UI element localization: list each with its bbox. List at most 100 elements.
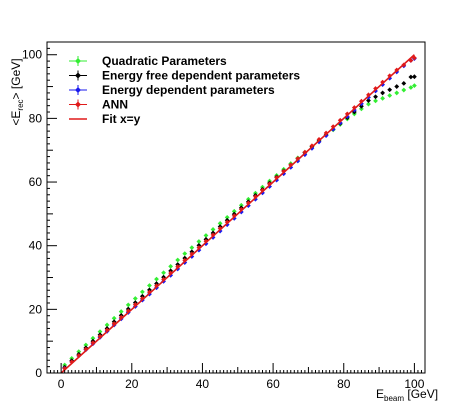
y-axis-title-post: > [GeV] — [9, 58, 23, 99]
data-point-3 — [125, 308, 131, 314]
data-point-0 — [104, 322, 110, 328]
data-point-2 — [253, 196, 258, 202]
data-point-3 — [111, 321, 117, 327]
data-point-2 — [380, 82, 386, 88]
data-point-3 — [161, 277, 166, 282]
data-point-0 — [210, 227, 216, 232]
data-point-0 — [412, 83, 417, 89]
data-point-3 — [231, 213, 237, 219]
legend-label: Energy dependent parameters — [102, 83, 275, 97]
legend-label: Fit x=y — [102, 112, 141, 126]
data-point-0 — [111, 315, 117, 321]
data-point-3 — [189, 251, 195, 257]
y-tick-label: 80 — [29, 111, 43, 125]
data-point-0 — [231, 208, 237, 214]
data-point-2 — [323, 133, 329, 138]
y-axis-title: <Erec> [GeV] — [9, 58, 25, 125]
data-point-2 — [203, 241, 209, 247]
data-point-2 — [337, 120, 343, 126]
data-point-2 — [238, 209, 244, 215]
legend-label: Energy free dependent parameters — [102, 69, 300, 83]
data-point-0 — [373, 98, 378, 104]
x-axis-title-unit: [GeV] — [404, 387, 438, 401]
data-point-2 — [217, 228, 223, 234]
data-point-0 — [196, 239, 202, 244]
data-point-2 — [330, 126, 336, 132]
data-point-3 — [330, 124, 336, 130]
legend-swatch-marker — [75, 58, 81, 64]
data-point-2 — [274, 177, 280, 183]
data-point-3 — [147, 289, 152, 295]
data-point-1 — [373, 94, 378, 100]
data-point-0 — [175, 257, 181, 263]
data-point-2 — [373, 88, 378, 94]
legend-swatch-marker — [75, 101, 81, 108]
x-tick-label: 40 — [196, 377, 210, 391]
x-tick-label: 80 — [337, 377, 351, 391]
data-point-0 — [359, 106, 364, 112]
data-point-0 — [118, 309, 124, 314]
data-point-0 — [125, 302, 131, 308]
data-point-1 — [359, 103, 364, 109]
data-point-0 — [224, 214, 230, 220]
data-point-2 — [210, 235, 216, 240]
data-point-0 — [394, 90, 400, 96]
data-point-0 — [139, 289, 145, 295]
data-point-1 — [408, 74, 414, 80]
legend-label: Quadratic Parameters — [102, 54, 227, 68]
data-point-0 — [217, 221, 223, 226]
data-point-0 — [366, 101, 371, 107]
data-point-0 — [168, 263, 174, 269]
data-point-1 — [387, 87, 393, 93]
fit-line — [60, 54, 415, 374]
x-axis-title-sub: beam — [384, 394, 404, 403]
data-point-3 — [196, 245, 202, 251]
data-point-0 — [203, 233, 209, 238]
data-point-0 — [90, 335, 96, 341]
y-tick-label: 100 — [22, 48, 42, 62]
data-point-3 — [274, 175, 280, 180]
data-point-3 — [373, 86, 378, 91]
y-tick-label: 60 — [29, 175, 43, 189]
data-point-0 — [182, 251, 188, 257]
y-axis-title-sub: rec — [16, 99, 25, 110]
data-point-0 — [408, 85, 414, 90]
data-point-0 — [161, 270, 166, 276]
data-point-0 — [76, 349, 82, 355]
legend-label: ANN — [102, 98, 128, 112]
data-point-0 — [83, 342, 89, 348]
data-point-2 — [224, 222, 230, 228]
data-point-1 — [412, 74, 417, 80]
y-tick-label: 20 — [29, 302, 43, 316]
y-tick-label: 40 — [29, 239, 43, 253]
x-tick-label: 20 — [125, 377, 139, 391]
x-tick-label: 0 — [58, 377, 65, 391]
data-point-0 — [238, 202, 244, 208]
data-point-1 — [401, 80, 407, 86]
y-tick-label: 0 — [35, 366, 42, 380]
x-axis-title-main: E — [376, 387, 384, 401]
data-point-0 — [245, 196, 251, 202]
data-point-1 — [380, 90, 386, 96]
data-point-3 — [217, 226, 223, 231]
data-point-1 — [394, 84, 400, 89]
x-axis-title: Ebeam [GeV] — [376, 387, 438, 403]
legend-swatch-marker — [75, 72, 81, 79]
x-tick-label: 100 — [404, 377, 424, 391]
data-point-0 — [97, 329, 103, 335]
axes: 0 20 40 60 80 100 0 20 40 60 80 100 — [22, 41, 426, 391]
data-point-0 — [380, 95, 386, 101]
data-point-0 — [387, 93, 393, 98]
data-point-0 — [132, 296, 138, 301]
data-point-3 — [380, 79, 386, 85]
y-axis-title-pre: <E — [9, 111, 23, 126]
data-point-3 — [316, 136, 322, 142]
data-point-3 — [62, 366, 68, 371]
data-point-3 — [224, 219, 230, 225]
x-tick-label: 60 — [266, 377, 280, 391]
legend-swatch-marker — [75, 87, 81, 93]
data-point-0 — [401, 87, 407, 93]
